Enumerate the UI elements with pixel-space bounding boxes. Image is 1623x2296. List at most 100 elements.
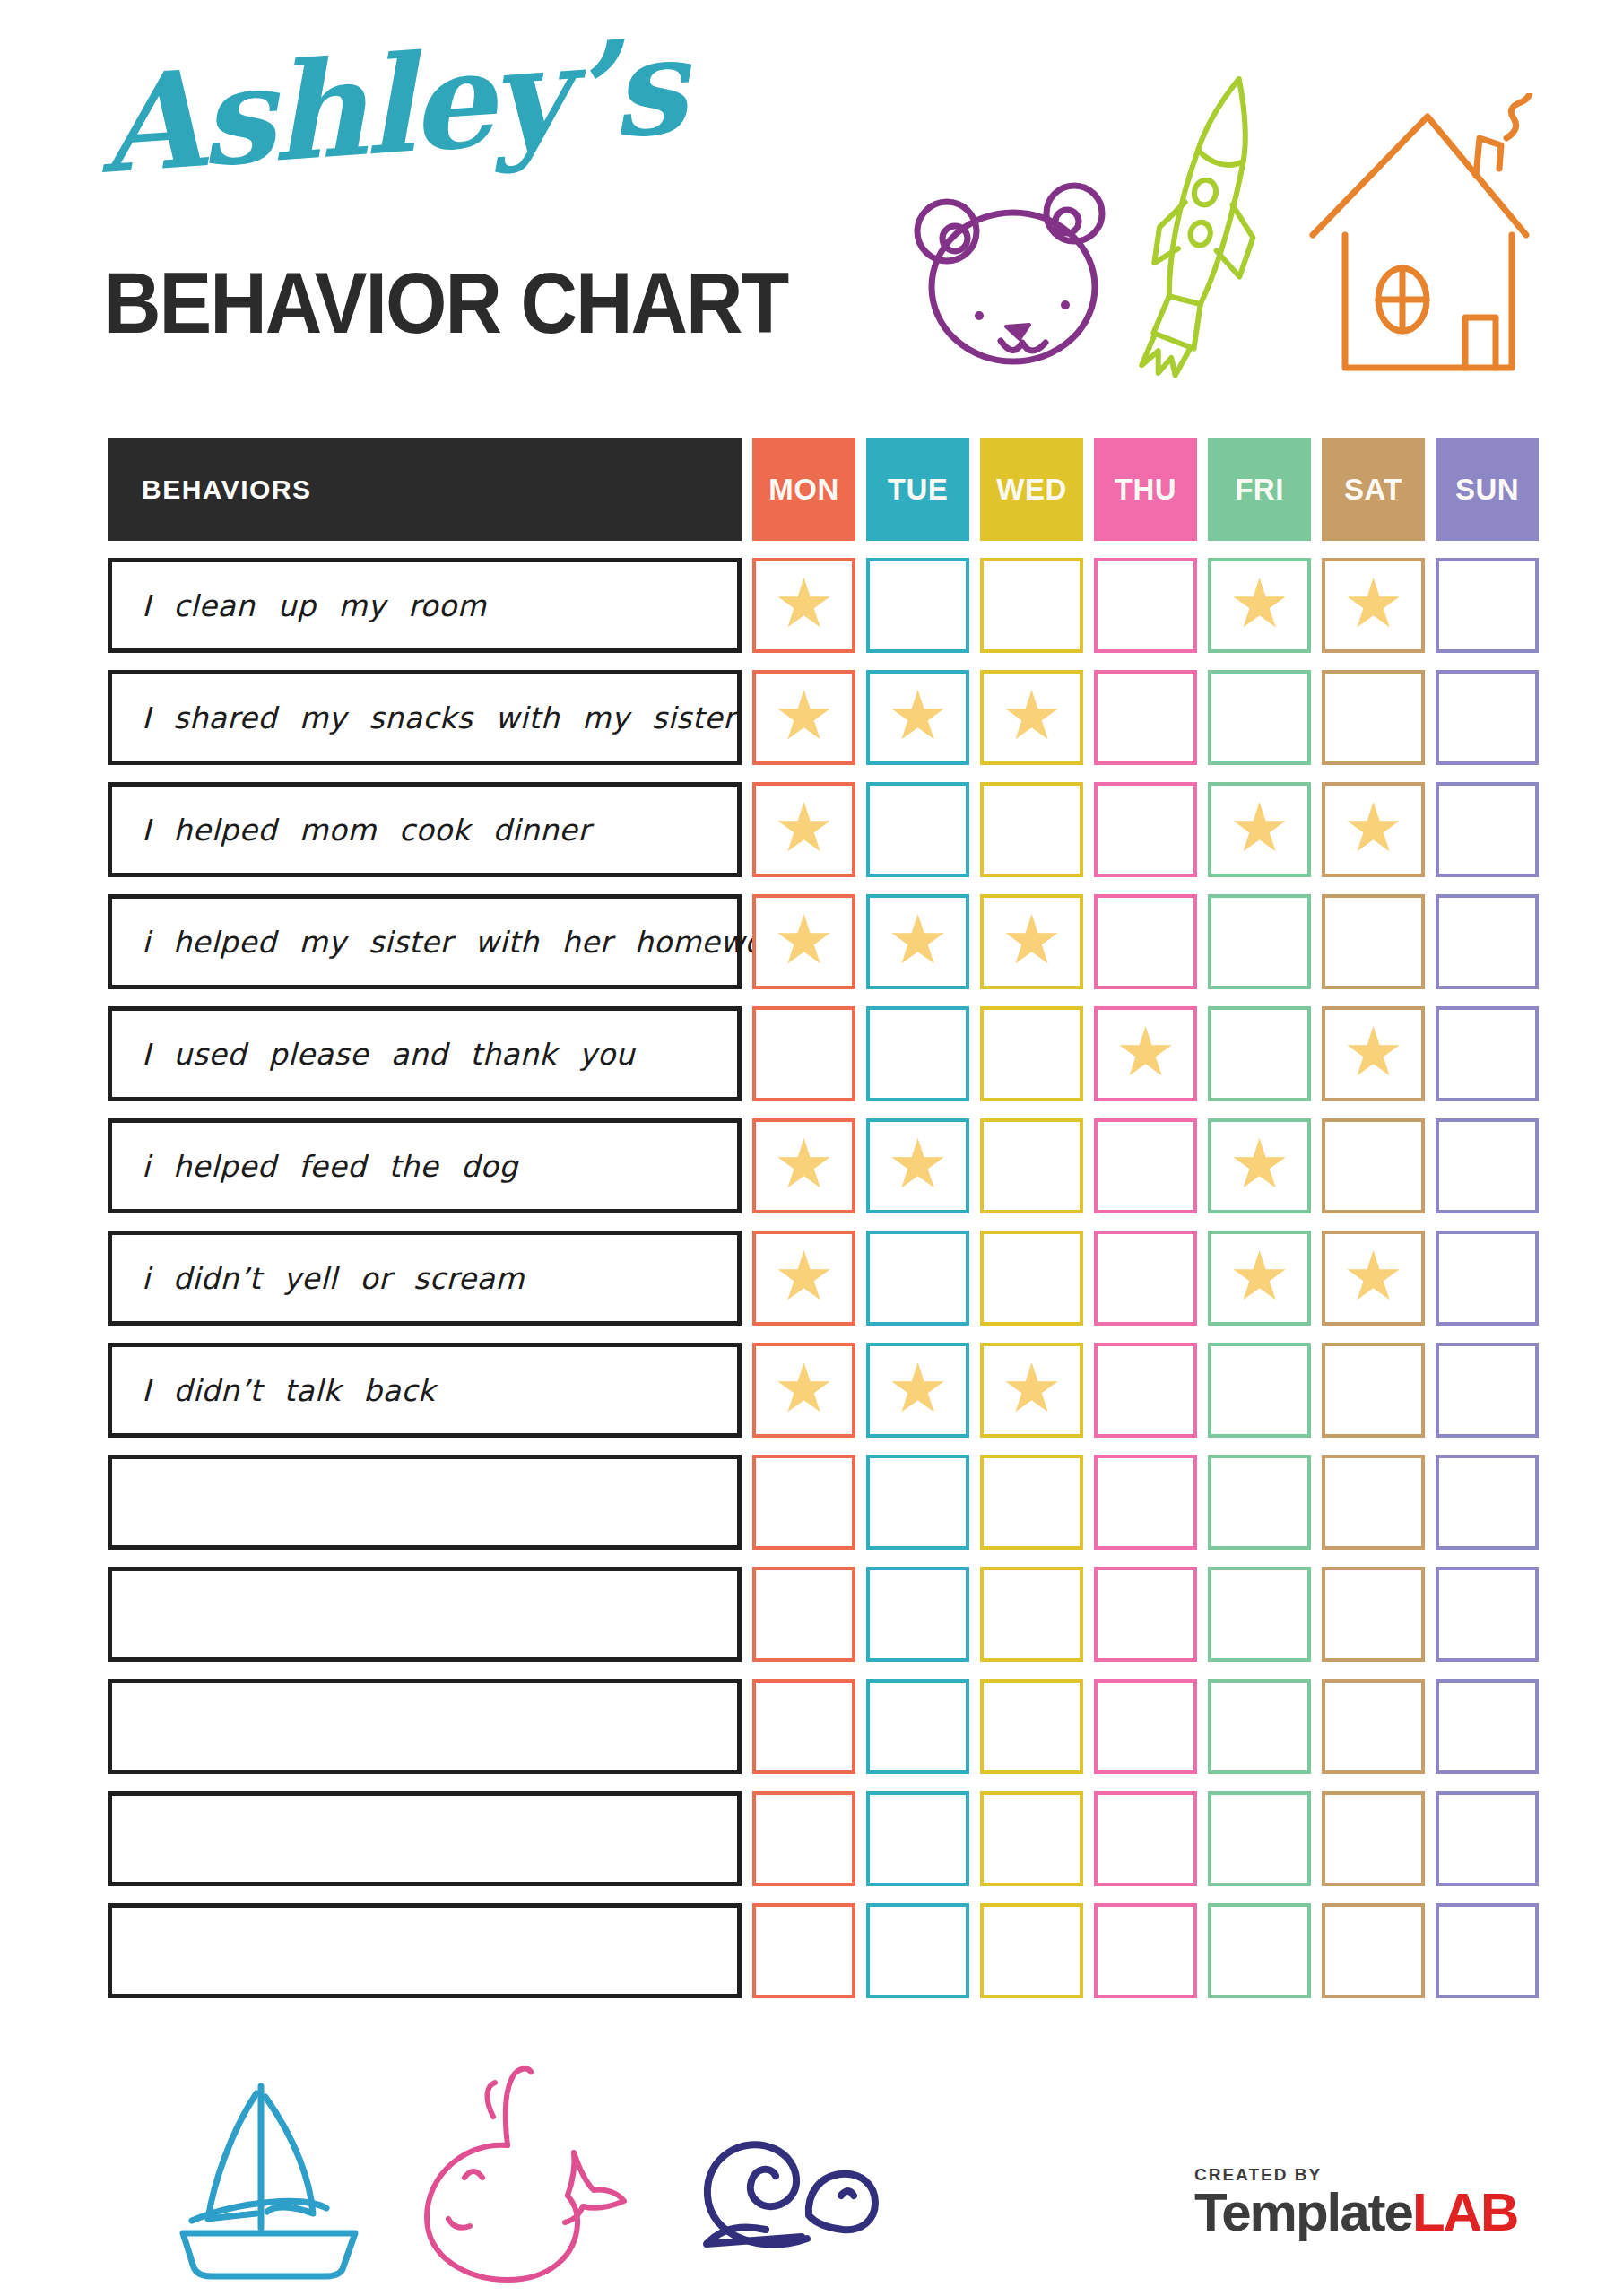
star-cell-wed-row-7[interactable]: [980, 1231, 1083, 1326]
star-cell-wed-row-9[interactable]: [980, 1455, 1083, 1550]
behavior-label-cell[interactable]: i helped feed the dog: [108, 1118, 742, 1213]
star-cell-fri-row-9[interactable]: [1208, 1455, 1311, 1550]
behavior-label-cell[interactable]: I clean up my room: [108, 558, 742, 653]
star-cell-sun-row-10[interactable]: [1436, 1567, 1539, 1662]
star-cell-fri-row-3[interactable]: ★: [1208, 782, 1311, 877]
star-cell-sat-row-10[interactable]: [1322, 1567, 1425, 1662]
star-cell-mon-row-8[interactable]: ★: [752, 1343, 855, 1438]
star-cell-fri-row-6[interactable]: ★: [1208, 1118, 1311, 1213]
star-cell-thu-row-11[interactable]: [1094, 1679, 1197, 1774]
star-cell-thu-row-8[interactable]: [1094, 1343, 1197, 1438]
star-cell-tue-row-10[interactable]: [866, 1567, 969, 1662]
star-cell-sun-row-13[interactable]: [1436, 1903, 1539, 1998]
star-cell-sat-row-5[interactable]: ★: [1322, 1006, 1425, 1101]
star-cell-tue-row-1[interactable]: [866, 558, 969, 653]
star-cell-tue-row-13[interactable]: [866, 1903, 969, 1998]
star-cell-fri-row-4[interactable]: [1208, 894, 1311, 989]
star-cell-mon-row-6[interactable]: ★: [752, 1118, 855, 1213]
star-cell-sat-row-12[interactable]: [1322, 1791, 1425, 1886]
behavior-label-cell[interactable]: [108, 1567, 742, 1662]
star-cell-sat-row-1[interactable]: ★: [1322, 558, 1425, 653]
star-cell-sat-row-4[interactable]: [1322, 894, 1425, 989]
star-cell-sat-row-8[interactable]: [1322, 1343, 1425, 1438]
star-cell-wed-row-1[interactable]: [980, 558, 1083, 653]
star-cell-tue-row-8[interactable]: ★: [866, 1343, 969, 1438]
behavior-label-cell[interactable]: [108, 1791, 742, 1886]
star-cell-tue-row-9[interactable]: [866, 1455, 969, 1550]
behavior-label-cell[interactable]: [108, 1903, 742, 1998]
star-cell-sun-row-1[interactable]: [1436, 558, 1539, 653]
star-cell-tue-row-12[interactable]: [866, 1791, 969, 1886]
star-cell-sat-row-2[interactable]: [1322, 670, 1425, 765]
star-cell-sat-row-7[interactable]: ★: [1322, 1231, 1425, 1326]
star-cell-wed-row-2[interactable]: ★: [980, 670, 1083, 765]
star-cell-fri-row-2[interactable]: [1208, 670, 1311, 765]
star-cell-thu-row-1[interactable]: [1094, 558, 1197, 653]
star-cell-mon-row-3[interactable]: ★: [752, 782, 855, 877]
star-cell-tue-row-4[interactable]: ★: [866, 894, 969, 989]
star-cell-wed-row-6[interactable]: [980, 1118, 1083, 1213]
star-cell-thu-row-3[interactable]: [1094, 782, 1197, 877]
star-cell-mon-row-7[interactable]: ★: [752, 1231, 855, 1326]
star-cell-tue-row-7[interactable]: [866, 1231, 969, 1326]
star-cell-sun-row-11[interactable]: [1436, 1679, 1539, 1774]
star-cell-sat-row-3[interactable]: ★: [1322, 782, 1425, 877]
behavior-label-cell[interactable]: I used please and thank you: [108, 1006, 742, 1101]
star-cell-mon-row-13[interactable]: [752, 1903, 855, 1998]
star-cell-wed-row-8[interactable]: ★: [980, 1343, 1083, 1438]
star-cell-thu-row-4[interactable]: [1094, 894, 1197, 989]
star-cell-tue-row-11[interactable]: [866, 1679, 969, 1774]
star-cell-wed-row-12[interactable]: [980, 1791, 1083, 1886]
star-cell-mon-row-11[interactable]: [752, 1679, 855, 1774]
star-cell-fri-row-5[interactable]: [1208, 1006, 1311, 1101]
star-cell-fri-row-13[interactable]: [1208, 1903, 1311, 1998]
star-cell-sun-row-6[interactable]: [1436, 1118, 1539, 1213]
star-cell-tue-row-5[interactable]: [866, 1006, 969, 1101]
star-cell-tue-row-2[interactable]: ★: [866, 670, 969, 765]
behavior-label-cell[interactable]: I shared my snacks with my sister: [108, 670, 742, 765]
star-cell-sun-row-8[interactable]: [1436, 1343, 1539, 1438]
star-cell-mon-row-9[interactable]: [752, 1455, 855, 1550]
star-cell-sun-row-2[interactable]: [1436, 670, 1539, 765]
star-cell-thu-row-7[interactable]: [1094, 1231, 1197, 1326]
behavior-label-cell[interactable]: I didn’t talk back: [108, 1343, 742, 1438]
star-cell-fri-row-10[interactable]: [1208, 1567, 1311, 1662]
star-cell-thu-row-9[interactable]: [1094, 1455, 1197, 1550]
star-cell-sat-row-13[interactable]: [1322, 1903, 1425, 1998]
star-cell-mon-row-12[interactable]: [752, 1791, 855, 1886]
behavior-label-cell[interactable]: [108, 1679, 742, 1774]
star-cell-mon-row-1[interactable]: ★: [752, 558, 855, 653]
star-cell-wed-row-4[interactable]: ★: [980, 894, 1083, 989]
behavior-label-cell[interactable]: I helped mom cook dinner: [108, 782, 742, 877]
star-cell-wed-row-13[interactable]: [980, 1903, 1083, 1998]
star-cell-thu-row-10[interactable]: [1094, 1567, 1197, 1662]
behavior-label-cell[interactable]: i didn’t yell or scream: [108, 1231, 742, 1326]
star-cell-tue-row-3[interactable]: [866, 782, 969, 877]
star-cell-fri-row-1[interactable]: ★: [1208, 558, 1311, 653]
star-cell-mon-row-4[interactable]: ★: [752, 894, 855, 989]
star-cell-thu-row-12[interactable]: [1094, 1791, 1197, 1886]
star-cell-sun-row-5[interactable]: [1436, 1006, 1539, 1101]
star-cell-sat-row-9[interactable]: [1322, 1455, 1425, 1550]
star-cell-mon-row-10[interactable]: [752, 1567, 855, 1662]
star-cell-mon-row-5[interactable]: [752, 1006, 855, 1101]
star-cell-wed-row-10[interactable]: [980, 1567, 1083, 1662]
star-cell-thu-row-13[interactable]: [1094, 1903, 1197, 1998]
star-cell-sun-row-9[interactable]: [1436, 1455, 1539, 1550]
star-cell-fri-row-8[interactable]: [1208, 1343, 1311, 1438]
behavior-label-cell[interactable]: i helped my sister with her homework: [108, 894, 742, 989]
star-cell-fri-row-12[interactable]: [1208, 1791, 1311, 1886]
star-cell-sun-row-4[interactable]: [1436, 894, 1539, 989]
star-cell-tue-row-6[interactable]: ★: [866, 1118, 969, 1213]
star-cell-wed-row-11[interactable]: [980, 1679, 1083, 1774]
star-cell-sun-row-7[interactable]: [1436, 1231, 1539, 1326]
star-cell-wed-row-3[interactable]: [980, 782, 1083, 877]
star-cell-mon-row-2[interactable]: ★: [752, 670, 855, 765]
star-cell-thu-row-6[interactable]: [1094, 1118, 1197, 1213]
star-cell-thu-row-2[interactable]: [1094, 670, 1197, 765]
star-cell-fri-row-11[interactable]: [1208, 1679, 1311, 1774]
star-cell-sat-row-11[interactable]: [1322, 1679, 1425, 1774]
star-cell-thu-row-5[interactable]: ★: [1094, 1006, 1197, 1101]
star-cell-fri-row-7[interactable]: ★: [1208, 1231, 1311, 1326]
star-cell-sun-row-12[interactable]: [1436, 1791, 1539, 1886]
